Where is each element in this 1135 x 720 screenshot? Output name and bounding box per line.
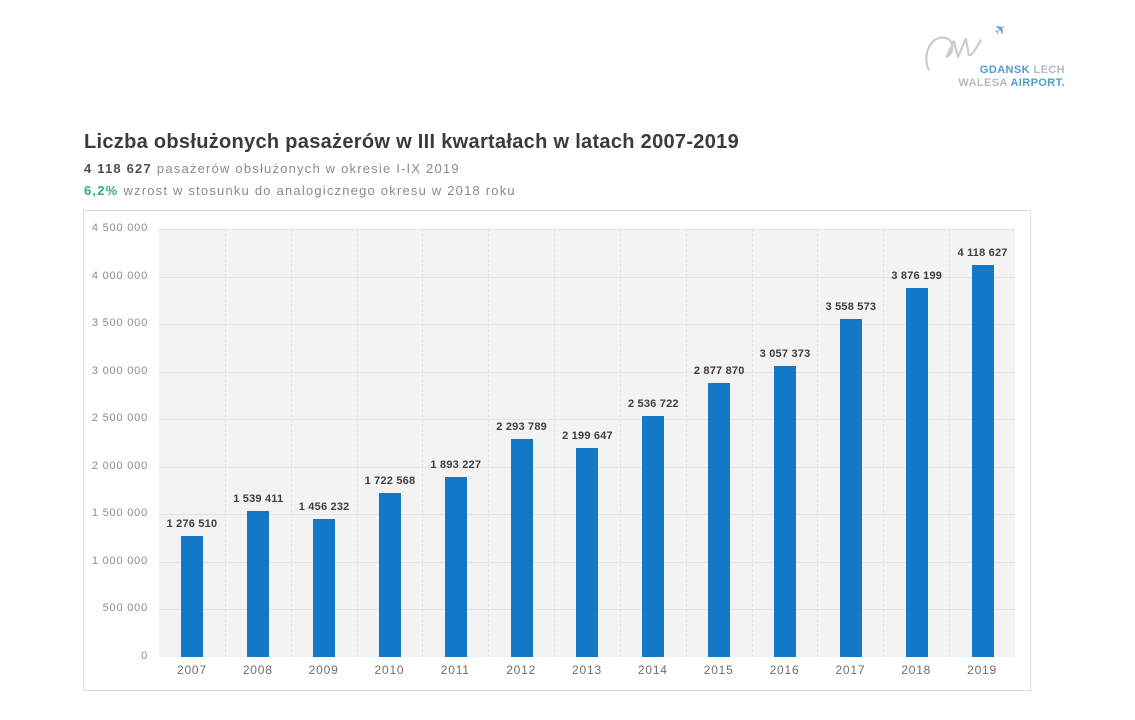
chart-column: 1 722 568 <box>356 229 423 657</box>
x-tick-label: 2007 <box>176 663 207 677</box>
logo-airport: AIRPORT. <box>1010 77 1065 89</box>
subtitle-passengers: 4 118 627 pasażerów obsłużonych w okresie… <box>84 161 460 176</box>
bar-2010 <box>378 493 401 657</box>
x-tick-label: 2014 <box>637 663 668 677</box>
x-tick-label: 2011 <box>440 663 470 677</box>
chart-column: 2 293 789 <box>488 229 554 657</box>
chart-column: 1 539 411 <box>224 229 291 657</box>
growth-text: wzrost w stosunku do analogicznego okres… <box>123 183 516 198</box>
passengers-text: pasażerów obsłużonych w okresie I-IX 201… <box>156 161 460 176</box>
y-axis: 0 500 000 1 000 000 1 500 000 2 000 000 2 500… <box>84 222 148 662</box>
bar-2015 <box>708 383 731 657</box>
gridline <box>159 276 1015 278</box>
y-tick-label: 2 500 000 <box>91 412 148 425</box>
logo-swoosh-icon <box>925 36 982 71</box>
y-tick-label: 2 000 000 <box>91 459 148 472</box>
chart-column: 2 199 647 <box>554 229 620 657</box>
bar-value-label: 1 276 510 <box>166 517 218 530</box>
bar-2007 <box>180 535 203 657</box>
page-title: Liczba obsłużonych pasażerów w III kwart… <box>84 131 739 153</box>
x-axis: 2007 2008 2009 2010 2011 2012 2013 2014 2015 2016… <box>159 663 1015 683</box>
logo-walesa: WALESA <box>958 77 1008 89</box>
gridline <box>159 371 1015 373</box>
x-tick-label: 2015 <box>703 663 734 677</box>
chart-panel: 0 500 000 1 000 000 1 500 000 2 000 000 2 500… <box>83 210 1031 691</box>
bar-2013 <box>576 447 599 657</box>
bar-2009 <box>313 518 336 657</box>
y-tick-label: 1 000 000 <box>91 554 148 567</box>
bar-value-label: 1 893 227 <box>430 458 482 471</box>
bar-value-label: 3 876 199 <box>891 270 943 283</box>
bar-2008 <box>247 510 270 657</box>
logo-gdansk: GDANSK <box>979 64 1030 76</box>
chart-column: 1 276 510 <box>159 229 225 657</box>
chart-column: 1 893 227 <box>422 229 488 657</box>
chart-column: 2 536 722 <box>619 229 686 657</box>
bar-value-label: 1 456 232 <box>298 500 350 513</box>
x-tick-label: 2010 <box>374 663 405 677</box>
gridline <box>159 419 1015 421</box>
bar-value-label: 2 536 722 <box>627 397 679 410</box>
y-tick-label: 0 <box>141 650 148 662</box>
x-tick-label: 2016 <box>769 663 800 677</box>
y-tick-label: 3 000 000 <box>91 364 148 377</box>
bar-2014 <box>642 415 665 657</box>
bar-2017 <box>839 318 862 657</box>
bar-value-label: 1 539 411 <box>233 492 284 505</box>
x-tick-label: 2018 <box>901 663 932 677</box>
y-tick-label: 4 500 000 <box>91 222 148 234</box>
plot-area: 1 276 510 1 539 411 1 456 232 1 722 568 1 89… <box>159 229 1015 657</box>
x-tick-label: 2013 <box>572 663 602 677</box>
subtitle-growth: 6,2% wzrost w stosunku do analogicznego o… <box>84 183 516 198</box>
bar-value-label: 2 877 870 <box>693 365 745 378</box>
y-tick-label: 4 000 000 <box>91 269 148 282</box>
x-tick-label: 2009 <box>308 663 339 677</box>
growth-value: 6,2% <box>84 183 119 198</box>
bar-value-label: 3 057 373 <box>759 348 811 361</box>
chart-column: 4 118 627 <box>949 229 1015 657</box>
y-tick-label: 3 500 000 <box>91 317 148 330</box>
logo-text: GDANSK LECH WALESA AIRPORT. <box>958 64 1065 90</box>
x-tick-label: 2017 <box>835 663 866 677</box>
x-tick-label: 2019 <box>967 663 998 677</box>
chart-column: 1 456 232 <box>290 229 357 657</box>
x-tick-label: 2008 <box>242 663 273 677</box>
y-tick-label: 500 000 <box>102 602 148 615</box>
bar-2012 <box>510 438 533 657</box>
chart-column: 2 877 870 <box>685 229 752 657</box>
chart-column: 3 558 573 <box>817 229 883 657</box>
bar-value-label: 2 293 789 <box>496 420 548 433</box>
gridline <box>159 229 1015 230</box>
y-tick-label: 1 500 000 <box>91 507 148 520</box>
gridline <box>159 324 1015 326</box>
bar-2018 <box>905 288 928 657</box>
bar-2019 <box>971 265 994 657</box>
chart-column: 3 876 199 <box>883 229 949 657</box>
x-tick-label: 2012 <box>506 663 537 677</box>
airport-logo: ✈ GDANSK LECH WALESA AIRPORT. <box>925 20 1065 90</box>
logo-lech: LECH <box>1033 64 1065 76</box>
logo-line-1: GDANSK LECH <box>958 64 1065 77</box>
logo-line-2: WALESA AIRPORT. <box>958 77 1065 90</box>
bar-value-label: 1 722 568 <box>364 475 416 488</box>
bar-value-label: 3 558 573 <box>825 300 877 313</box>
passengers-value: 4 118 627 <box>84 161 152 176</box>
bar-value-label: 4 118 627 <box>957 247 1008 260</box>
bar-2016 <box>774 366 797 657</box>
bar-2011 <box>444 476 467 657</box>
chart-column: 3 057 373 <box>751 229 818 657</box>
bar-value-label: 2 199 647 <box>562 429 613 442</box>
